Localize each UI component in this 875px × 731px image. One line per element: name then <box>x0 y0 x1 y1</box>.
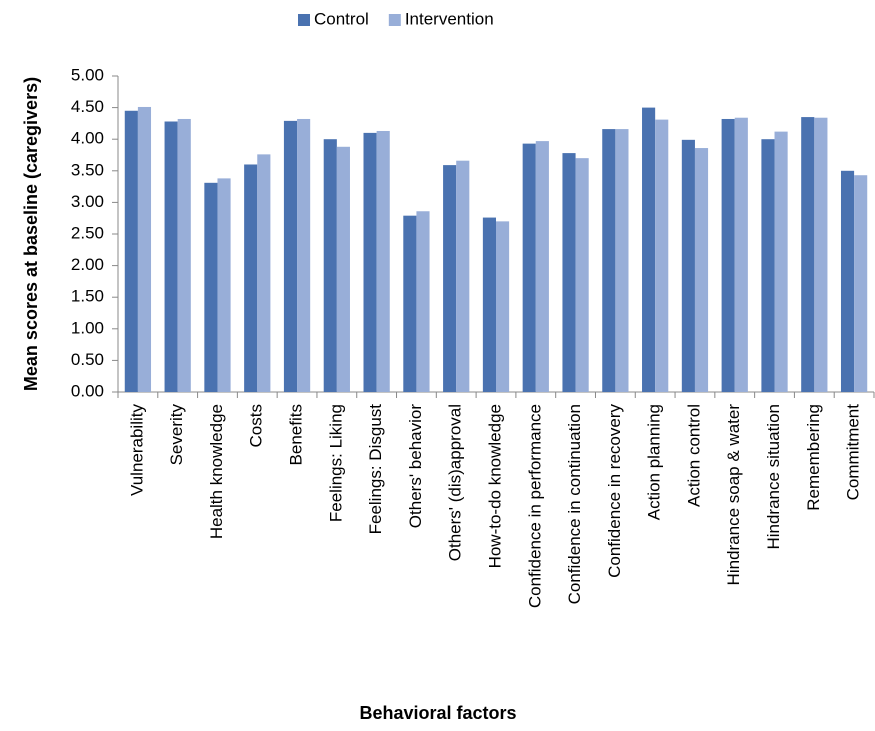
bar <box>323 139 337 392</box>
bar <box>535 141 549 392</box>
x-tick-label: Remembering <box>804 404 823 511</box>
legend-swatch <box>388 14 401 26</box>
bar <box>602 129 616 392</box>
x-tick-label: Feelings: Disgust <box>366 404 385 535</box>
y-tick-label: 0.50 <box>71 350 104 369</box>
x-tick-label: Benefits <box>287 404 306 465</box>
legend-swatch <box>298 14 310 26</box>
y-tick-label: 0.00 <box>71 381 104 400</box>
x-tick-label: Costs <box>247 404 266 447</box>
y-axis-title: Mean scores at baseline (caregivers) <box>21 77 41 391</box>
y-tick-label: 4.00 <box>71 129 104 148</box>
x-tick-label: Confidence in recovery <box>605 404 624 578</box>
y-tick-label: 3.50 <box>71 160 104 179</box>
x-tick-label: Health knowledge <box>207 404 226 539</box>
x-tick-label: Hindrance soap & water <box>724 404 743 586</box>
bar <box>403 215 417 392</box>
bar <box>137 106 152 392</box>
bar <box>642 107 656 392</box>
x-tick-label: Others' behavior <box>406 404 425 529</box>
bar <box>801 117 815 392</box>
x-tick-label: Action control <box>684 404 703 507</box>
bar <box>177 118 191 392</box>
bar <box>655 119 669 392</box>
bar <box>774 131 788 392</box>
bar <box>814 117 828 392</box>
bar <box>297 118 311 392</box>
x-tick-label: Commitment <box>844 404 863 501</box>
bar <box>456 160 470 392</box>
x-axis-title: Behavioral factors <box>359 703 516 723</box>
bar <box>283 120 298 392</box>
bar <box>840 170 855 392</box>
bar <box>615 129 629 392</box>
bar <box>363 132 377 392</box>
bar <box>124 110 138 392</box>
bar <box>443 165 457 392</box>
x-tick-label: Others' (dis)approval <box>446 404 465 561</box>
bar <box>482 217 496 392</box>
bar <box>562 153 576 392</box>
x-tick-label: Confidence in performance <box>525 404 544 608</box>
legend-label: Control <box>314 9 369 28</box>
bar <box>244 164 258 392</box>
bar <box>694 148 709 392</box>
bar <box>217 178 231 392</box>
y-tick-label: 3.00 <box>71 192 104 211</box>
y-tick-label: 4.50 <box>71 97 104 116</box>
x-tick-label: Hindrance situation <box>764 404 783 550</box>
bar <box>496 221 510 392</box>
bar <box>575 158 589 392</box>
bar <box>336 146 350 392</box>
bar <box>761 139 775 392</box>
legend-label: Intervention <box>405 9 494 28</box>
x-tick-label: Action planning <box>645 404 664 520</box>
x-tick-label: How-to-do knowledge <box>485 404 504 568</box>
bar <box>257 154 271 392</box>
y-tick-label: 5.00 <box>71 65 104 84</box>
bar <box>522 143 536 392</box>
bar <box>681 139 695 392</box>
bar <box>416 211 430 392</box>
x-tick-label: Confidence in continuation <box>565 404 584 604</box>
x-tick-label: Vulnerability <box>127 404 146 496</box>
x-tick-label: Severity <box>167 404 186 466</box>
bar <box>854 175 868 392</box>
bar <box>204 182 218 392</box>
y-tick-label: 1.50 <box>71 287 104 306</box>
bar <box>376 130 390 392</box>
y-tick-label: 1.00 <box>71 318 104 337</box>
y-tick-label: 2.50 <box>71 223 104 242</box>
y-tick-label: 2.00 <box>71 255 104 274</box>
x-tick-label: Feelings: Liking <box>326 404 345 522</box>
bar <box>164 121 178 392</box>
bar <box>721 118 735 392</box>
bar <box>734 117 748 392</box>
